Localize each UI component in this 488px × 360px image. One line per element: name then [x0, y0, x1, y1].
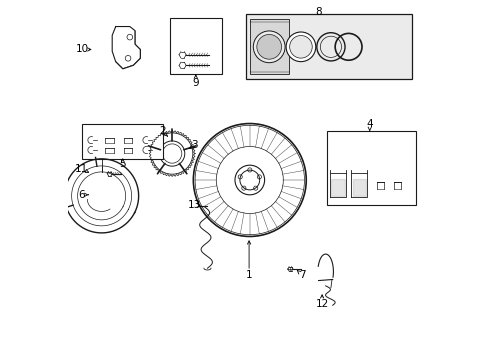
- Text: 4: 4: [366, 119, 372, 129]
- Text: 7: 7: [299, 270, 305, 280]
- Text: 5: 5: [119, 159, 126, 169]
- Bar: [249, 19, 288, 74]
- Bar: [246, 14, 411, 80]
- Circle shape: [285, 32, 315, 62]
- Circle shape: [256, 35, 281, 59]
- Text: 1: 1: [245, 270, 252, 280]
- Text: 9: 9: [192, 78, 199, 88]
- Text: 12: 12: [315, 299, 328, 309]
- Bar: [170, 18, 221, 74]
- Circle shape: [289, 36, 312, 58]
- Circle shape: [253, 31, 285, 63]
- Bar: [327, 131, 415, 205]
- Text: 2: 2: [159, 126, 165, 136]
- Text: 13: 13: [187, 200, 201, 210]
- Text: 8: 8: [315, 8, 321, 17]
- Text: 10: 10: [76, 45, 89, 54]
- Text: 6: 6: [78, 190, 84, 200]
- Bar: [82, 123, 163, 159]
- Text: 3: 3: [191, 140, 197, 150]
- Text: 11: 11: [75, 165, 88, 174]
